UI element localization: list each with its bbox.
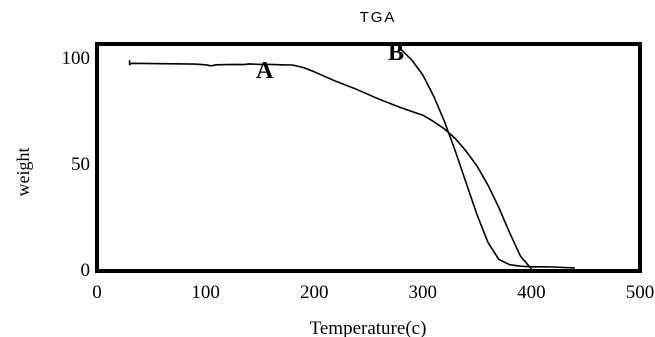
y-tick-label: 100	[62, 48, 91, 69]
x-tick-label: 500	[626, 282, 655, 303]
y-tick-label: 50	[71, 154, 90, 175]
x-axis-label: Temperature(c)	[310, 318, 427, 337]
x-tick-label: 0	[92, 282, 102, 303]
series-line-a	[128, 60, 533, 270]
x-tick-label: 200	[300, 282, 329, 303]
series-label-b: B	[388, 40, 404, 66]
series-line-b	[400, 48, 575, 269]
x-tick-label: 400	[517, 282, 546, 303]
plot-frame	[95, 42, 642, 273]
x-tick-label: 300	[409, 282, 438, 303]
series-label-a: A	[256, 58, 274, 84]
series-layer	[128, 48, 575, 270]
x-tick-label: 100	[191, 282, 220, 303]
y-tick-label: 0	[81, 260, 91, 281]
y-axis-label: weight	[13, 148, 33, 197]
tick-layer: 0 100 200 300 400 500 0 50 100	[62, 48, 655, 303]
chart-title: TGA	[360, 9, 397, 26]
